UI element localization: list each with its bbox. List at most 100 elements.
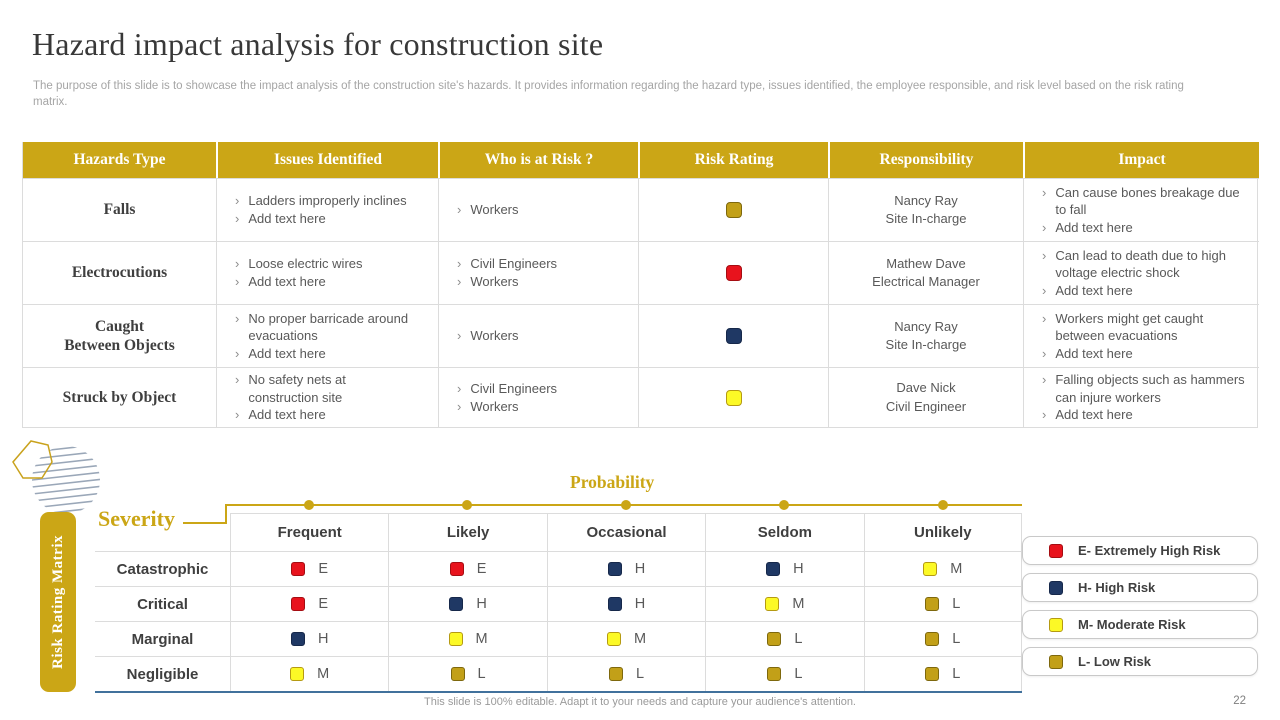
probability-dot [462,500,472,510]
risk-letter: L [635,666,645,682]
at-risk-item: Workers [470,274,519,289]
risk-letter: L [794,666,803,682]
table-row-cell-risk-rating [638,304,828,367]
risk-rating-square [725,265,742,281]
risk-square [449,597,464,611]
risk-letter: H [634,596,646,612]
matrix-cell: L [705,621,864,656]
matrix-cell: L [863,656,1022,691]
risk-square [767,667,782,681]
column-header-responsibility: Responsibility [828,142,1023,178]
legend-item-extremely-high: E- Extremely High Risk [1022,536,1258,565]
risk-square [925,667,940,681]
risk-letter: E [318,561,329,577]
risk-square [607,597,622,611]
table-row-cell-impact: Can lead to death due to high voltage el… [1023,241,1259,304]
risk-letter: L [952,666,961,682]
risk-rating-square [725,328,742,344]
page-subtitle: The purpose of this slide is to showcase… [33,80,1184,109]
at-risk-item: Workers [470,328,519,344]
probability-dot [779,500,789,510]
risk-square [606,632,621,646]
chevron-bullet-icon [1042,282,1046,300]
matrix-cell: L [863,586,1022,621]
hazard-name: Caught Between Objects [64,317,175,354]
matrix-cell: E [230,586,389,621]
risk-letter: M [317,666,330,682]
chevron-bullet-icon [235,192,239,210]
legend-item-low: L- Low Risk [1022,647,1258,676]
table-row-cell-hazard: Falls [23,178,216,241]
table-row-cell-issues: No safety nets at construction site Add … [216,367,438,427]
chevron-bullet-icon [1042,184,1046,219]
matrix-cell: L [546,656,706,691]
table-row-cell-responsibility: Mathew Dave Electrical Manager [828,241,1023,304]
risk-letter: M [950,561,963,577]
table-row-cell-at-risk: Civil Engineers Workers [438,367,638,427]
legend-label: E- Extremely High Risk [1078,543,1221,558]
at-risk-item: Civil Engineers [470,256,558,272]
risk-matrix-side-tab-label: Risk Rating Matrix [49,535,66,669]
table-row-cell-risk-rating [638,241,828,304]
chevron-bullet-icon [1042,247,1046,282]
chevron-bullet-icon [1042,310,1046,345]
risk-square [1049,617,1063,632]
risk-letter: L [952,596,961,612]
risk-square [291,597,306,611]
legend-item-high: H- High Risk [1022,573,1258,602]
table-row-cell-issues: Loose electric wires Add text here [216,241,438,304]
chevron-bullet-icon [235,273,239,291]
legend-item-moderate: M- Moderate Risk [1022,610,1258,639]
issue-item: Loose electric wires [248,256,363,272]
column-header-hazards-type: Hazards Type [23,142,216,178]
table-row-cell-hazard: Struck by Object [23,367,216,427]
table-row-cell-impact: Falling objects such as hammers can inju… [1023,367,1259,427]
table-row-cell-impact: Workers might get caught between evacuat… [1023,304,1259,367]
responsible-person: Mathew Dave [886,255,966,271]
column-header-risk-rating: Risk Rating [638,142,828,178]
responsible-role: Site In-charge [885,211,967,226]
risk-square [450,667,465,681]
risk-square [290,667,305,681]
hazard-name: Struck by Object [62,388,177,406]
table-row-cell-risk-rating [638,178,828,241]
matrix-row-label-catastrophic: Catastrophic [95,551,230,586]
matrix-cell: H [388,586,547,621]
matrix-cell: H [546,551,706,586]
risk-square [923,562,938,576]
table-row-cell-hazard: Electrocutions [23,241,216,304]
table-row-cell-at-risk: Civil Engineers Workers [438,241,638,304]
risk-square [607,562,622,576]
issue-item: No safety nets at construction site [248,372,346,405]
table-row-cell-at-risk: Workers [438,178,638,241]
risk-square [448,632,463,646]
matrix-cell: H [705,551,864,586]
legend-label: L- Low Risk [1078,654,1151,669]
hexagon-decoration [12,440,53,479]
risk-square [766,562,781,576]
probability-dot [938,500,948,510]
chevron-bullet-icon [457,255,461,273]
at-risk-item: Civil Engineers [470,380,558,396]
matrix-column-occasional: Occasional [546,513,706,551]
matrix-cell: M [546,621,706,656]
chevron-bullet-icon [457,380,461,398]
matrix-cell: H [546,586,706,621]
table-row-cell-risk-rating [638,367,828,427]
probability-axis-line [225,500,1022,510]
matrix-cell: M [388,621,547,656]
matrix-cell: M [705,586,864,621]
risk-letter: H [476,596,487,612]
hatched-circle-decoration [32,446,100,514]
column-header-who-is-at-risk: Who is at Risk ? [438,142,638,178]
risk-square [449,562,464,576]
page-title: Hazard impact analysis for construction … [32,26,604,62]
chevron-bullet-icon [235,210,239,228]
table-row-cell-responsibility: Nancy Ray Site In-charge [828,304,1023,367]
responsible-role: Civil Engineer [885,398,967,414]
responsible-person: Nancy Ray [894,192,958,208]
risk-letter: H [634,561,646,577]
matrix-column-seldom: Seldom [705,513,864,551]
risk-letter: H [317,631,329,647]
matrix-column-likely: Likely [388,513,547,551]
